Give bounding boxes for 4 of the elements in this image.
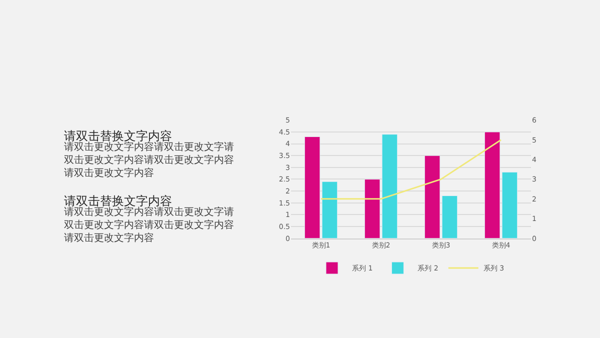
text: 请双击更改文字内容请双击更改文字请双击更改文字内容请双击更改文字内容请双击更改文字内容: [64, 141, 234, 179]
text: 请双击更改文字内容请双击更改文字请双击更改文字内容请双击更改文字内容请双击更改文字内容: [64, 206, 234, 244]
text: 请双击替换文字内容: [64, 129, 172, 143]
text: 请双击替换文字内容: [64, 194, 172, 208]
